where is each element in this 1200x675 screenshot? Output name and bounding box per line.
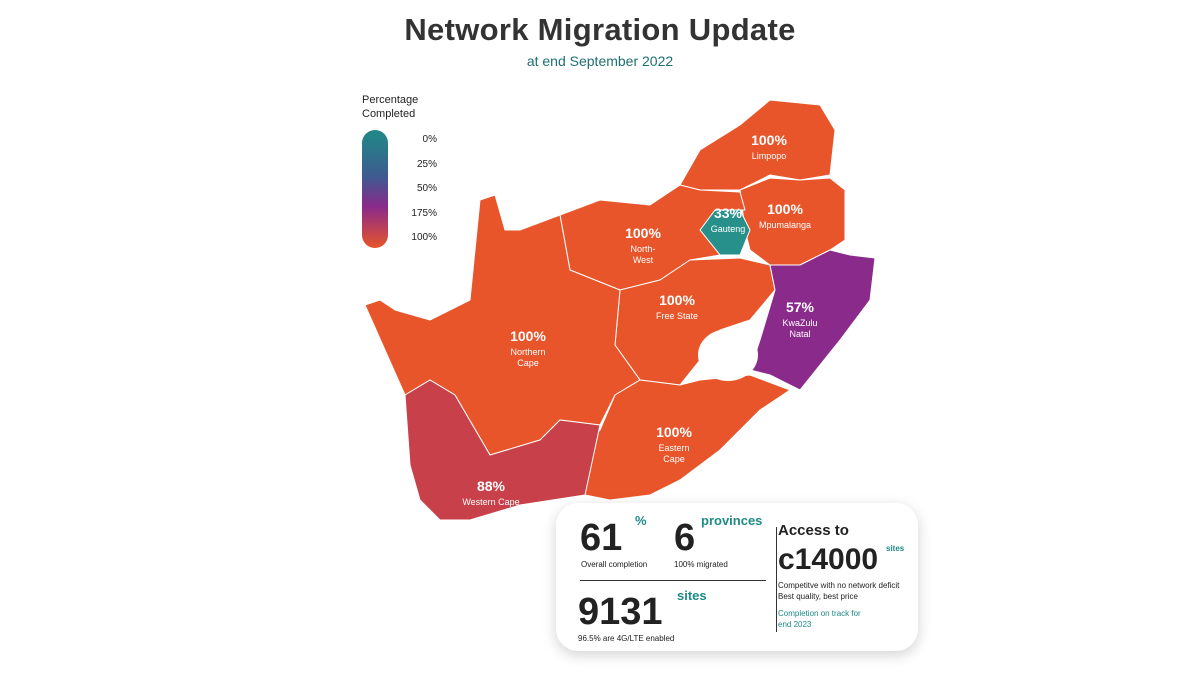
legend-label: 50% xyxy=(416,183,437,194)
stats-card: 61 % Overall completion 6 provinces 100%… xyxy=(556,503,918,651)
completion-unit: % xyxy=(635,513,647,528)
legend-label: 175% xyxy=(411,207,437,219)
subtitle: at end September 2022 xyxy=(526,53,674,69)
legend-label: 25% xyxy=(416,158,437,170)
province-name: Limpopo xyxy=(752,151,787,161)
province xyxy=(739,177,846,266)
province-percentage: 100% xyxy=(625,225,661,241)
access-value: c14000 xyxy=(778,543,879,576)
legend-gradient xyxy=(362,130,388,248)
province-percentage: 100% xyxy=(510,328,546,344)
divider xyxy=(776,527,777,632)
province xyxy=(749,249,876,391)
sites-value: 9131 xyxy=(578,591,663,633)
access-outlook: Completion on track for xyxy=(778,609,861,618)
province-name: Mpumalanga xyxy=(759,220,811,230)
province-name: North- xyxy=(630,244,655,254)
divider xyxy=(580,580,766,581)
access-note: Best quality, best price xyxy=(778,592,858,601)
province-name: Eastern xyxy=(658,443,689,453)
province-name: Gauteng xyxy=(711,224,746,234)
access-outlook: end 2023 xyxy=(778,620,812,629)
province-name: Cape xyxy=(663,454,685,464)
province-percentage: 57% xyxy=(786,299,815,315)
province-percentage: 100% xyxy=(767,201,803,217)
access-unit: sites xyxy=(886,544,905,553)
province xyxy=(679,99,836,191)
province xyxy=(404,379,601,521)
province-percentage: 100% xyxy=(751,132,787,148)
sites-caption: 96.5% are 4G/LTE enabled xyxy=(578,634,675,643)
completion-caption: Overall completion xyxy=(581,560,648,569)
lesotho xyxy=(698,329,758,381)
province-percentage: 100% xyxy=(659,292,695,308)
legend-title: Percentage Completed xyxy=(362,94,419,120)
province-name: Natal xyxy=(789,329,810,339)
province-percentage: 100% xyxy=(656,424,692,440)
province-name: Western Cape xyxy=(462,497,519,507)
completion-value: 61 xyxy=(580,517,623,559)
provinces-caption: 100% migrated xyxy=(674,560,728,569)
access-heading: Access to xyxy=(778,522,849,539)
province-name: Northern xyxy=(510,347,545,357)
sites-unit: sites xyxy=(677,588,707,603)
province-name: Cape xyxy=(517,358,539,368)
province-name: West xyxy=(633,255,654,265)
provinces-value: 6 xyxy=(674,517,696,559)
legend-label: 0% xyxy=(422,134,437,145)
legend-label: 100% xyxy=(411,232,437,243)
title: Network Migration Update xyxy=(404,12,796,47)
provinces-unit: provinces xyxy=(701,513,763,528)
access-note: Competitve with no network deficit xyxy=(778,581,900,590)
province-percentage: 33% xyxy=(714,205,743,221)
province-percentage: 88% xyxy=(477,478,506,494)
province-name: Free State xyxy=(656,311,698,321)
province-name: KwaZulu xyxy=(782,318,817,328)
